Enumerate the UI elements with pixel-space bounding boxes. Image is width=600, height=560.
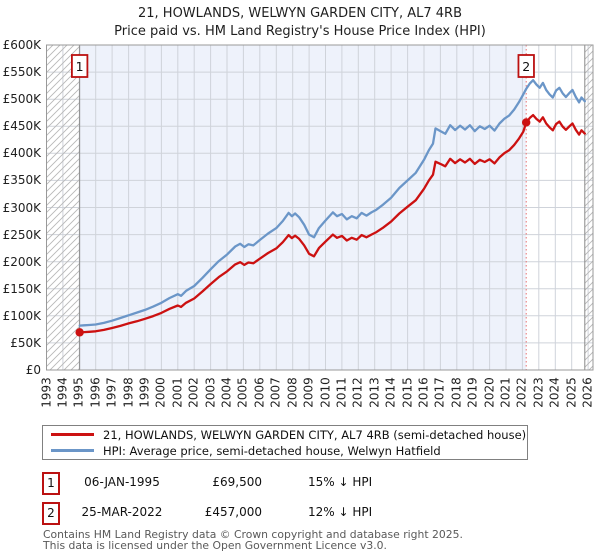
x-tick-label: 2015 bbox=[400, 377, 415, 408]
sale-2-price: £457,000 bbox=[204, 505, 262, 519]
x-tick-label: 2008 bbox=[285, 377, 300, 408]
x-tick-label: 2007 bbox=[268, 377, 283, 408]
data-range-boundaries bbox=[79, 45, 586, 370]
y-tick-label: £600K bbox=[2, 38, 41, 52]
no-data-hatch-region-2 bbox=[584, 45, 593, 370]
property-line bbox=[78, 113, 586, 334]
price-history-chart: 1 2 bbox=[46, 44, 594, 371]
y-tick-label: £350K bbox=[2, 173, 41, 188]
y-tick-label: £550K bbox=[2, 65, 41, 80]
sale-table-row-2: 2 25-MAR-2022 £457,000 12% ↓ HPI bbox=[0, 502, 600, 525]
x-tick-label: 1996 bbox=[88, 377, 103, 408]
x-tick-label: 2005 bbox=[235, 377, 250, 408]
x-tick-label: 2026 bbox=[580, 377, 595, 408]
svg-text:1: 1 bbox=[76, 59, 84, 74]
page-subtitle: Price paid vs. HM Land Registry's House … bbox=[114, 24, 486, 39]
x-tick-label: 2020 bbox=[482, 377, 497, 408]
property-line-swatch-icon bbox=[51, 433, 94, 436]
legend-label-hpi: HPI: Average price, semi-detached house,… bbox=[103, 443, 441, 458]
x-tick-label: 2006 bbox=[252, 377, 267, 408]
x-tick-label: 2018 bbox=[449, 377, 464, 408]
x-tick-label: 2014 bbox=[383, 377, 398, 408]
x-tick-label: 1993 bbox=[39, 377, 53, 408]
x-tick-label: 2010 bbox=[318, 377, 332, 408]
sale-1-point bbox=[75, 328, 84, 337]
plot-frame bbox=[46, 44, 594, 371]
x-tick-label: 2011 bbox=[334, 377, 349, 408]
sale-1-vs-hpi: 15% ↓ HPI bbox=[308, 475, 373, 489]
x-tick-label: 2024 bbox=[547, 377, 562, 408]
x-tick-label: 2022 bbox=[514, 377, 529, 408]
hpi-line-swatch-icon bbox=[51, 449, 94, 452]
y-tick-label: £300K bbox=[2, 200, 41, 215]
x-tick-label: 1995 bbox=[71, 377, 86, 408]
legend-item-hpi: HPI: Average price, semi-detached house,… bbox=[43, 443, 527, 458]
sale-1-price: £69,500 bbox=[212, 475, 262, 489]
x-tick-label: 2001 bbox=[170, 377, 185, 408]
x-tick-label: 2019 bbox=[465, 377, 480, 408]
chart-legend: 21, HOWLANDS, WELWYN GARDEN CITY, AL7 4R… bbox=[42, 425, 528, 460]
legend-label-property: 21, HOWLANDS, WELWYN GARDEN CITY, AL7 4R… bbox=[103, 427, 527, 442]
sale-table-row-1: 1 06-JAN-1995 £69,500 15% ↓ HPI bbox=[0, 472, 600, 495]
x-tick-label: 2000 bbox=[153, 377, 168, 408]
x-tick-label: 2025 bbox=[564, 377, 579, 408]
hpi-line bbox=[78, 79, 586, 327]
x-tick-label: 2013 bbox=[367, 377, 382, 408]
y-tick-label: £450K bbox=[2, 119, 41, 134]
sale-1-marker-flag: 1 bbox=[71, 54, 89, 78]
x-tick-label: 2023 bbox=[531, 377, 546, 408]
svg-text:2: 2 bbox=[522, 59, 530, 74]
sale-1-number-badge: 1 bbox=[42, 472, 60, 495]
attribution-line-1: Contains HM Land Registry data © Crown c… bbox=[43, 528, 463, 541]
x-tick-label: 2002 bbox=[186, 377, 201, 408]
sale-2-number-badge: 2 bbox=[42, 502, 60, 525]
x-tick-label: 1999 bbox=[137, 377, 152, 408]
y-tick-label: £100K bbox=[2, 308, 41, 323]
page-title: 21, HOWLANDS, WELWYN GARDEN CITY, AL7 4R… bbox=[137, 6, 463, 21]
y-tick-label: £250K bbox=[2, 227, 41, 242]
y-tick-label: £50K bbox=[10, 335, 41, 350]
x-tick-label: 2003 bbox=[203, 377, 218, 408]
sale-2-date: 25-MAR-2022 bbox=[81, 505, 163, 519]
sale-2-vs-hpi: 12% ↓ HPI bbox=[308, 505, 373, 519]
x-tick-label: 2021 bbox=[498, 377, 513, 408]
sale-1-date: 06-JAN-1995 bbox=[84, 475, 160, 489]
x-tick-label: 1998 bbox=[121, 377, 136, 408]
no-data-hatch-region-1 bbox=[46, 45, 80, 370]
x-tick-label: 2009 bbox=[301, 377, 316, 408]
x-tick-label: 2017 bbox=[432, 377, 447, 408]
y-tick-label: £150K bbox=[2, 281, 41, 296]
x-tick-label: 2012 bbox=[350, 377, 365, 408]
x-tick-label: 2016 bbox=[416, 377, 431, 408]
y-tick-label: £500K bbox=[2, 92, 41, 107]
x-tick-label: 1994 bbox=[55, 377, 70, 408]
sale-2-point bbox=[522, 118, 531, 127]
y-tick-label: £400K bbox=[2, 146, 41, 161]
x-tick-label: 2004 bbox=[219, 377, 234, 408]
y-tick-label: £0 bbox=[25, 363, 41, 377]
x-tick-label: 1997 bbox=[104, 377, 119, 408]
sale-2-marker-flag: 2 bbox=[517, 54, 535, 78]
attribution-line-2: This data is licensed under the Open Gov… bbox=[43, 539, 387, 552]
y-tick-label: £200K bbox=[2, 254, 41, 269]
legend-item-property: 21, HOWLANDS, WELWYN GARDEN CITY, AL7 4R… bbox=[43, 427, 527, 442]
